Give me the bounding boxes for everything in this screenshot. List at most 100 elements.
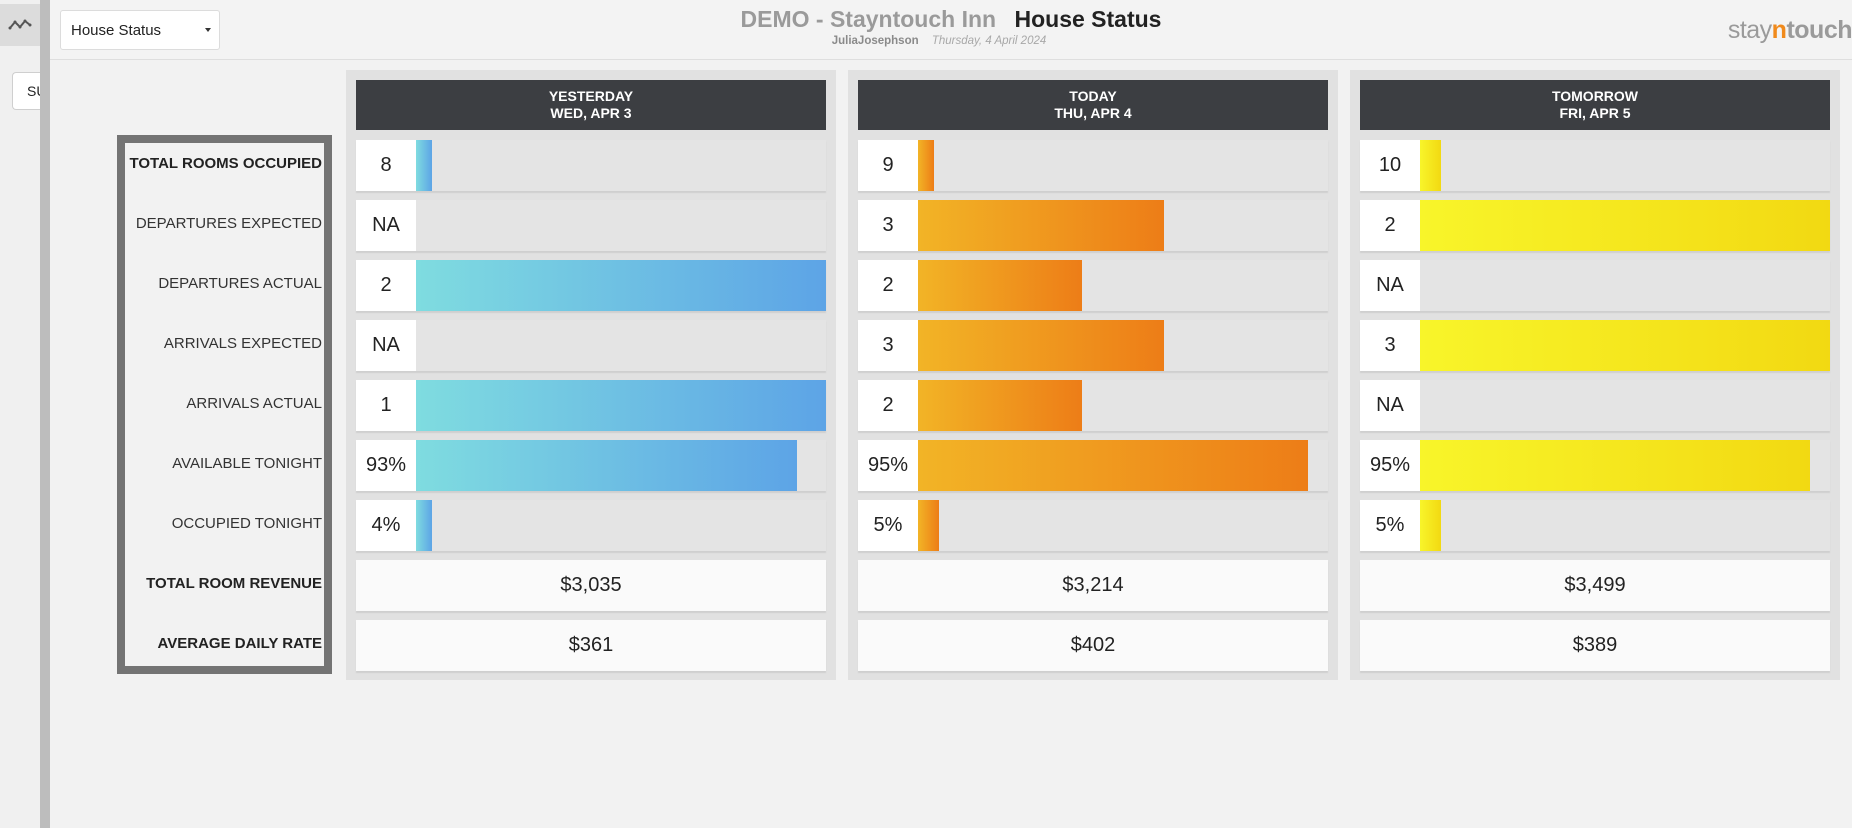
stat-bar — [1420, 140, 1441, 191]
stat-row: 5% — [858, 500, 1328, 551]
average-daily-rate-value: $402 — [1070, 634, 1116, 656]
stat-bar — [416, 440, 797, 491]
stat-value: 2 — [858, 380, 918, 431]
stat-bar — [918, 320, 1164, 371]
column-day: TOMORROW — [1551, 88, 1639, 104]
user-name: JuliaJosephson — [831, 35, 919, 47]
stat-row: 2 — [1360, 200, 1830, 251]
day-column-yesterday: YESTERDAY WED, APR 3 8 NA 2 NA 1 93% 4% $3,035 $36… — [346, 70, 836, 680]
stat-row: 10 — [1360, 140, 1830, 191]
page-title-block: DEMO - Stayntouch Inn House Status Julia… — [50, 6, 1852, 47]
average-daily-rate-row: $402 — [858, 620, 1328, 671]
stat-bar — [918, 500, 939, 551]
stat-bar — [1420, 500, 1441, 551]
stat-value: 95% — [858, 440, 918, 491]
total-room-revenue-value: $3,499 — [1564, 574, 1626, 596]
left-rail: SU — [0, 0, 50, 828]
stat-row: 8 — [356, 140, 826, 191]
row-label: DEPARTURES EXPECTED — [135, 215, 322, 232]
stat-row: NA — [1360, 260, 1830, 311]
total-room-revenue-row: $3,035 — [356, 560, 826, 611]
column-date: WED, APR 3 — [550, 105, 632, 121]
stat-bar — [416, 380, 826, 431]
row-label: OCCUPIED TONIGHT — [171, 515, 322, 532]
stat-value: 10 — [1360, 140, 1420, 191]
day-column-tomorrow: TOMORROW FRI, APR 5 10 2 NA 3 NA 95% 5% $3,499 $38… — [1350, 70, 1840, 680]
column-day: TODAY — [1069, 88, 1117, 104]
total-room-revenue-value: $3,035 — [560, 574, 622, 596]
hotel-name: DEMO - Stayntouch Inn — [740, 6, 997, 32]
stat-bar — [1420, 440, 1810, 491]
stat-bar — [918, 440, 1308, 491]
stat-row: 9 — [858, 140, 1328, 191]
day-column-today: TODAY THU, APR 4 9 3 2 3 2 95% 5% $3,214 $402 — [848, 70, 1338, 680]
stat-value: 2 — [1360, 200, 1420, 251]
stat-row: 2 — [858, 380, 1328, 431]
row-label: TOTAL ROOMS OCCUPIED — [129, 155, 322, 172]
row-labels-panel: TOTAL ROOMS OCCUPIED DEPARTURES EXPECTED D… — [117, 135, 332, 674]
stat-row: 93% — [356, 440, 826, 491]
column-header: YESTERDAY WED, APR 3 — [356, 80, 826, 130]
stat-value: 5% — [858, 500, 918, 551]
stat-value: NA — [1360, 380, 1420, 431]
trend-line-icon[interactable] — [0, 4, 40, 46]
total-room-revenue-row: $3,214 — [858, 560, 1328, 611]
stat-row: 1 — [356, 380, 826, 431]
column-date: FRI, APR 5 — [1559, 105, 1631, 121]
stat-value: 3 — [858, 320, 918, 371]
stat-bar — [918, 380, 1082, 431]
stat-row: 95% — [1360, 440, 1830, 491]
average-daily-rate-row: $389 — [1360, 620, 1830, 671]
stat-bar — [416, 140, 432, 191]
row-label: TOTAL ROOM REVENUE — [146, 575, 322, 592]
rail-search-input[interactable]: SU — [12, 72, 42, 110]
stat-value: 5% — [1360, 500, 1420, 551]
stat-value: 1 — [356, 380, 416, 431]
total-room-revenue-value: $3,214 — [1062, 574, 1124, 596]
stat-bar — [918, 260, 1082, 311]
stat-bar — [1420, 200, 1830, 251]
stat-row: 3 — [858, 200, 1328, 251]
stat-value: 9 — [858, 140, 918, 191]
column-header: TOMORROW FRI, APR 5 — [1360, 80, 1830, 130]
stat-value: 95% — [1360, 440, 1420, 491]
stat-value: NA — [356, 320, 416, 371]
row-label: AVAILABLE TONIGHT — [172, 455, 322, 472]
stat-value: NA — [356, 200, 416, 251]
stat-row: NA — [356, 200, 826, 251]
stat-bar — [1420, 320, 1830, 371]
stat-value: 93% — [356, 440, 416, 491]
report-select-value: House Status — [71, 22, 162, 39]
row-label: ARRIVALS EXPECTED — [163, 335, 322, 352]
stat-row: 3 — [858, 320, 1328, 371]
stat-bar — [918, 200, 1164, 251]
average-daily-rate-value: $389 — [1572, 634, 1618, 656]
stat-bar — [416, 260, 826, 311]
row-label: DEPARTURES ACTUAL — [158, 275, 322, 292]
business-date: Thursday, 4 April 2024 — [931, 35, 1047, 47]
stat-value: 3 — [1360, 320, 1420, 371]
column-date: THU, APR 4 — [1054, 105, 1132, 121]
stat-row: 5% — [1360, 500, 1830, 551]
stat-value: NA — [1360, 260, 1420, 311]
stat-row: 2 — [858, 260, 1328, 311]
stat-row: 2 — [356, 260, 826, 311]
column-header: TODAY THU, APR 4 — [858, 80, 1328, 130]
total-room-revenue-row: $3,499 — [1360, 560, 1830, 611]
page-title: House Status — [1014, 6, 1162, 32]
stat-bar — [416, 500, 432, 551]
average-daily-rate-value: $361 — [568, 634, 614, 656]
stat-value: 2 — [356, 260, 416, 311]
chevron-down-icon — [205, 28, 211, 32]
stat-bar — [918, 140, 934, 191]
report-select[interactable]: House Status — [60, 10, 220, 50]
row-label: AVERAGE DAILY RATE — [157, 635, 322, 652]
stat-value: 3 — [858, 200, 918, 251]
column-day: YESTERDAY — [548, 88, 634, 104]
row-label: ARRIVALS ACTUAL — [186, 395, 322, 412]
stat-row: 3 — [1360, 320, 1830, 371]
stat-value: 4% — [356, 500, 416, 551]
stat-row: 4% — [356, 500, 826, 551]
average-daily-rate-row: $361 — [356, 620, 826, 671]
rail-divider — [40, 0, 50, 828]
